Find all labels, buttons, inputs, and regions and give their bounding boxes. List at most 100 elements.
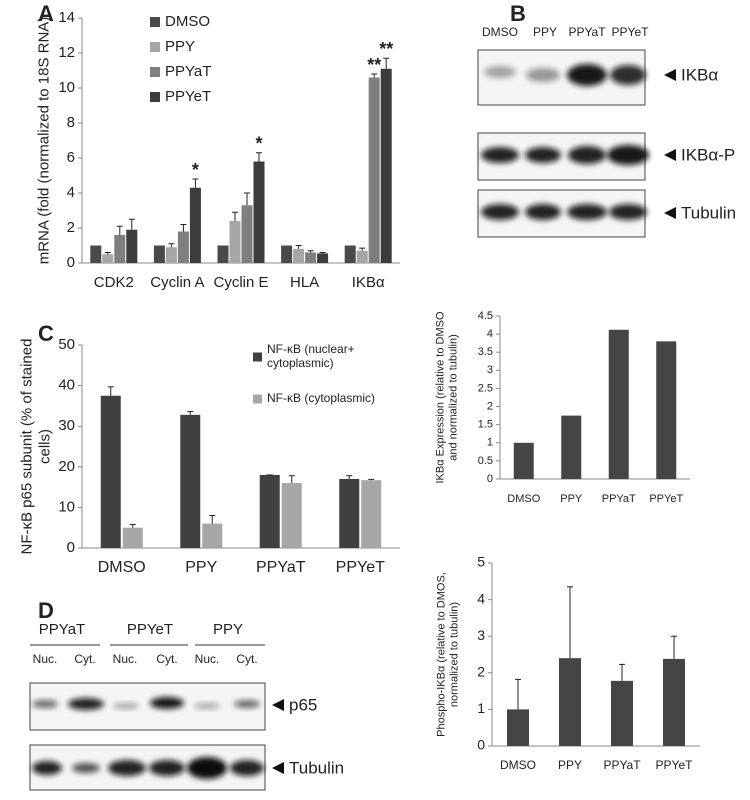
bar (281, 483, 302, 548)
x-tick-label: PPY (560, 493, 583, 505)
error-bar (346, 475, 353, 479)
legend-label-box: DMSO (165, 13, 210, 31)
y-tick-label: 3 (477, 627, 485, 643)
panel-label: C (38, 321, 54, 346)
x-tick-label: PPYeT (649, 493, 683, 505)
panel-label: D (38, 598, 54, 623)
lane-label: Cyt. (236, 652, 257, 666)
error-bar (116, 225, 123, 235)
bar (153, 245, 165, 263)
significance: * (192, 160, 199, 180)
legend-label: DMSO (165, 13, 210, 31)
bar (293, 249, 305, 263)
lane-label: Nuc. (195, 652, 220, 666)
bar (611, 680, 633, 746)
x-tick-label: IKBα (352, 274, 385, 291)
error-bar (307, 250, 314, 253)
bar (90, 245, 102, 263)
bar (100, 395, 121, 548)
bar (165, 247, 177, 263)
legend-label: NF-κB (cytoplasmic) (267, 391, 376, 406)
bar (559, 658, 581, 746)
bar (339, 478, 360, 548)
band-label: IKBα (681, 65, 718, 84)
y-tick-label: 3.5 (478, 346, 493, 358)
y-tick-label: 0 (477, 737, 485, 753)
error-bar (129, 523, 136, 528)
bar (656, 341, 677, 479)
bar (281, 245, 293, 263)
x-tick-label: PPY (558, 758, 582, 772)
y-axis-label-box: IKBα Expression (relative to DMSO and no… (434, 311, 459, 484)
bar (513, 442, 534, 479)
y-tick-label: 0.5 (478, 455, 493, 467)
y-tick-label: 30 (58, 417, 75, 434)
x-tick-label: Cyclin E (213, 274, 268, 291)
y-axis-label-box: NF-κB p65 subunit (% of stained cells) (19, 339, 53, 555)
error-bar (515, 678, 521, 710)
significance: ** (367, 55, 381, 75)
legend-label-box: NF-κB (cytoplasmic) (267, 391, 376, 406)
y-axis-label-box: mRNA (fold (normalized to 18S RNA) (35, 16, 53, 265)
panel-label: A (38, 1, 54, 26)
bar (344, 245, 356, 263)
bar (202, 523, 223, 548)
legend-swatch (150, 17, 160, 27)
y-tick-label: 8 (67, 114, 75, 131)
error-bar (187, 411, 194, 415)
legend-label: PPYaT (165, 63, 212, 81)
x-tick-label: Cyclin A (150, 274, 204, 291)
y-tick-label: 4 (67, 184, 75, 201)
arrow (664, 207, 676, 219)
error-bar (192, 178, 199, 188)
bar (126, 229, 138, 263)
significance: ** (379, 39, 393, 59)
error-bar (288, 475, 295, 484)
bar (259, 474, 280, 548)
legend-label: PPYeT (165, 88, 212, 106)
y-tick-label: 1 (487, 437, 493, 449)
legend-swatch (253, 352, 262, 362)
error-bar (319, 252, 326, 254)
error-bar (209, 515, 216, 524)
error-bar (295, 245, 302, 249)
bar (317, 253, 329, 263)
legend-label: NF-κB (nuclear+ cytoplasmic) (267, 342, 355, 370)
y-tick-label: 1 (477, 700, 485, 716)
error-bar (567, 586, 573, 659)
x-tick-label: DMSO (500, 758, 536, 772)
bar (229, 221, 241, 263)
lane-label: PPYeT (612, 25, 650, 39)
legend-label-box: PPY (165, 38, 195, 55)
y-tick-label: 50 (58, 336, 75, 353)
legend-swatch (253, 394, 262, 404)
y-tick-label: 2 (477, 664, 485, 680)
bar (361, 480, 382, 548)
y-tick-label: 14 (58, 9, 75, 26)
bar (217, 245, 229, 263)
error-bar (368, 478, 375, 481)
error-bar (104, 252, 111, 255)
lane-label: Cyt. (74, 652, 95, 666)
x-tick-label: DMSO (507, 493, 540, 505)
band-label: p65 (289, 695, 317, 714)
group-label: PPYeT (127, 621, 173, 638)
error-bar (232, 211, 238, 221)
y-axis-label: IKBα Expression (relative to DMSO and no… (434, 311, 459, 484)
group-label: PPY (213, 621, 243, 638)
x-tick-label: PPY (185, 559, 217, 576)
y-axis-label: Phospho-IKBα (relative to DMOS, normaliz… (435, 572, 460, 737)
y-tick-label: 4.5 (478, 310, 493, 322)
lane-label: DMSO (482, 25, 518, 39)
x-tick-label: PPYeT (336, 559, 385, 576)
legend-swatch (150, 92, 160, 102)
y-axis-label: mRNA (fold (normalized to 18S RNA) (35, 16, 53, 265)
y-tick-label: 1.5 (478, 419, 493, 431)
y-tick-label: 3 (487, 364, 493, 376)
bar (241, 205, 253, 263)
legend-label-box: PPYaT (165, 63, 212, 81)
y-tick-label: 10 (58, 79, 75, 96)
lane-label: PPYaT (568, 25, 606, 39)
error-bar (359, 247, 366, 251)
error-bar (168, 243, 175, 248)
